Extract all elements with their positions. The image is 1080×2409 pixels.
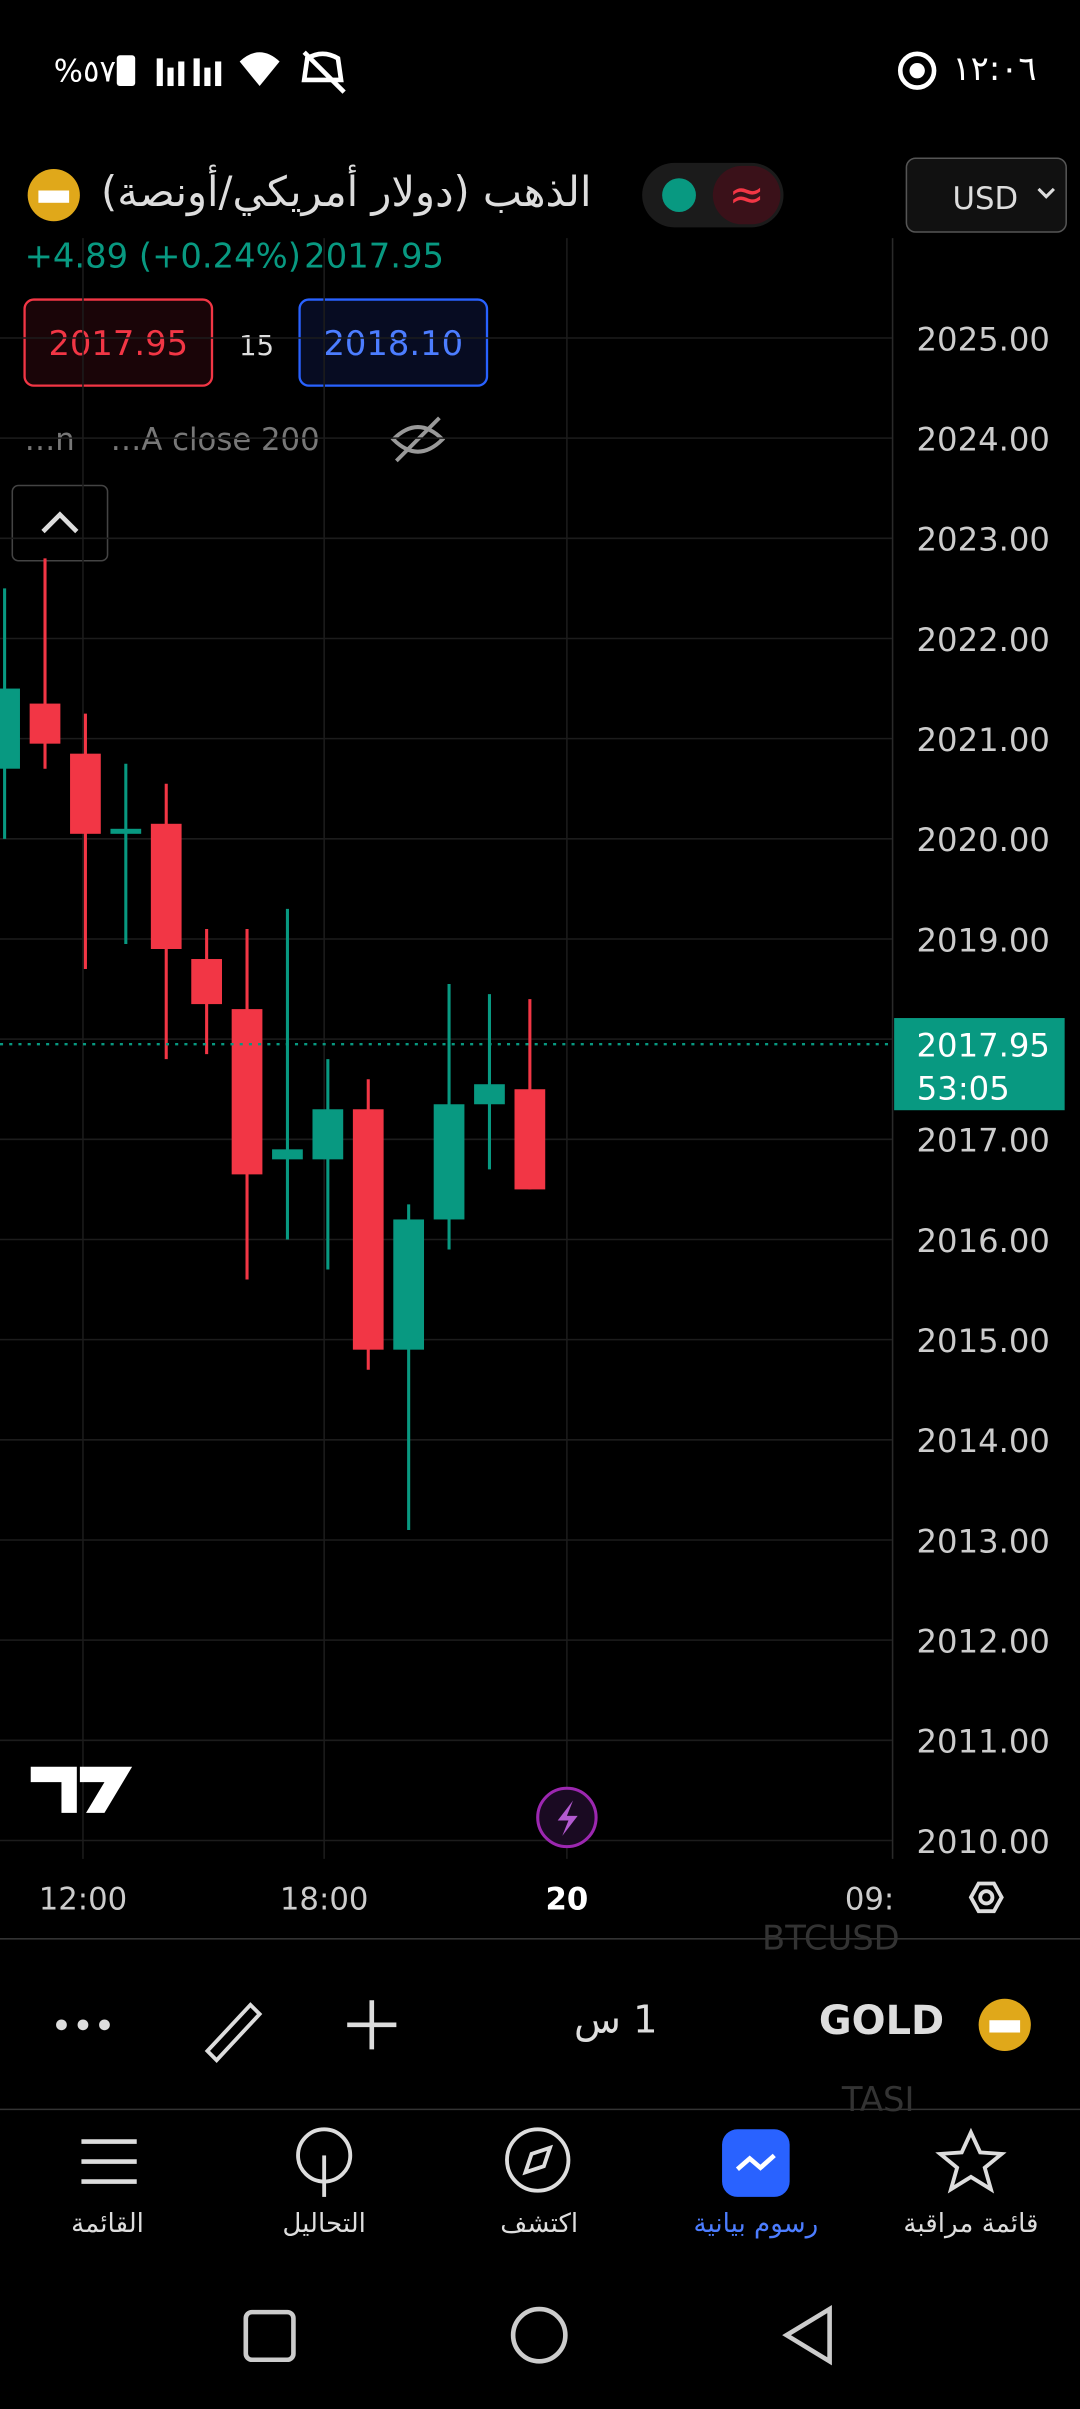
candle-body [29, 703, 61, 744]
interval[interactable]: 1 س [574, 1997, 658, 2042]
candle-body [352, 1109, 384, 1350]
price-tick-label: 2010.00 [917, 1823, 1050, 1861]
indicator-short: …n [25, 422, 75, 458]
countdown: 53:05 [917, 1069, 1010, 1107]
candle-body [474, 1084, 505, 1105]
last-price-label: 2017.95 [917, 1026, 1050, 1064]
last-price-badge [894, 1018, 1065, 1111]
hide-icon[interactable] [390, 416, 446, 463]
watchlist-icon [935, 2127, 1007, 2194]
battery: %٥٧ [53, 52, 116, 90]
last: 2017.95 [304, 238, 444, 277]
back-button[interactable] [782, 2304, 832, 2366]
price-tick-label: 2011.00 [917, 1723, 1050, 1761]
ghost-symbol: BTCUSD [762, 1920, 900, 1959]
time-label: 09: [845, 1882, 894, 1918]
dropdown-arrow [1037, 187, 1055, 199]
currency: USD [953, 181, 1019, 217]
symbol-title[interactable]: الذهب (دولار أمريكي/أونصة) [101, 168, 592, 217]
candle-body [514, 1089, 546, 1190]
time-label: 20 [546, 1882, 589, 1918]
gold-icon-bars-small [989, 2020, 1021, 2033]
candle-body [231, 1009, 263, 1175]
bid: 2017.95 [48, 324, 188, 363]
ask: 2018.10 [323, 324, 463, 363]
candle-body [433, 1104, 465, 1220]
draw-icon[interactable] [204, 2002, 263, 2063]
price-tick-label: 2019.00 [917, 921, 1050, 959]
price-tick-label: 2017.00 [917, 1122, 1050, 1160]
nav-label[interactable]: قائمة مراقبة [903, 2209, 1039, 2240]
menu-icon [81, 2139, 137, 2184]
nav-label[interactable]: رسوم بيانية [693, 2209, 819, 2240]
price-tick-label: 2013.00 [917, 1522, 1050, 1560]
price-tick-label: 2015.00 [917, 1322, 1050, 1360]
price-tick-label: 2024.00 [917, 420, 1050, 458]
candle-body [110, 828, 142, 834]
home-button[interactable] [510, 2306, 568, 2364]
currency-box[interactable] [905, 157, 1067, 233]
more-icon[interactable] [56, 2019, 110, 2031]
price-tick-label: 2023.00 [917, 521, 1050, 559]
price-tick-label: 2020.00 [917, 821, 1050, 859]
candle-body [0, 688, 20, 769]
candle-body [70, 753, 101, 834]
price-tick-label: 2021.00 [917, 721, 1050, 759]
price-tick-label: 2016.00 [917, 1222, 1050, 1260]
nav-label[interactable]: اكتشف [500, 2209, 579, 2240]
time: ١٢:٠٦ [952, 50, 1037, 90]
chart-icon-line [735, 2153, 776, 2171]
collapse-button[interactable] [11, 484, 109, 562]
add-icon[interactable] [347, 2000, 397, 2050]
collapse-arrow [41, 511, 79, 534]
toggle-dot [662, 178, 696, 213]
toggle-red [712, 165, 781, 225]
lightning-icon [557, 1800, 578, 1836]
gold-icon-bars [38, 190, 70, 203]
settings-icon[interactable] [968, 1881, 1004, 1914]
toggle-symbol: ≈ [729, 170, 765, 220]
candle-body [150, 823, 182, 950]
candle-body [312, 1109, 344, 1160]
chart-grid [0, 238, 893, 1859]
recents-button[interactable] [243, 2309, 296, 2363]
time-label: 12:00 [39, 1882, 128, 1918]
price-tick-label: 2014.00 [917, 1422, 1050, 1460]
tv-logo [30, 1766, 133, 1813]
candle-body [191, 959, 222, 1005]
time-label: 18:00 [280, 1882, 369, 1918]
candle-body [272, 1149, 303, 1160]
explore-icon [505, 2127, 571, 2193]
bid-box[interactable] [23, 298, 214, 387]
candle-body [393, 1219, 425, 1350]
status-icons [116, 50, 937, 94]
spread: 15 [239, 329, 274, 362]
price-tick-label: 2012.00 [917, 1622, 1050, 1660]
nav-label[interactable]: التحاليل [282, 2209, 366, 2240]
ghost-symbol: TASI [841, 2081, 915, 2121]
price-tick-label: 2025.00 [917, 320, 1050, 358]
symbol[interactable]: GOLD [818, 1998, 945, 2045]
price-tick-label: 2022.00 [917, 621, 1050, 659]
indicator: …A close 200 [111, 422, 320, 458]
candles [0, 558, 546, 1530]
nav-label[interactable]: القائمة [71, 2209, 144, 2240]
change: +4.89 (+0.24%) [24, 238, 301, 277]
ask-box[interactable] [298, 298, 489, 387]
ideas-icon [296, 2127, 353, 2197]
